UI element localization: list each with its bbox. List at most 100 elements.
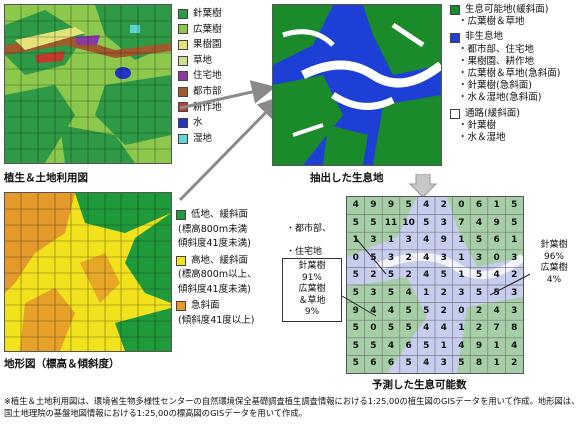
grid-cell-value: 1 <box>387 235 395 246</box>
grid-cell-value: 9 <box>387 200 395 210</box>
grid-cell-value: 5 <box>475 287 483 298</box>
grid-cell-value: 6 <box>493 235 500 246</box>
grid-cell-value: 4 <box>405 287 412 298</box>
legend-swatch <box>176 301 186 312</box>
vegetation-legend: 針葉樹 広葉樹 果樹園 草地 住宅地 都市部 耕作地水湿地 <box>178 6 222 146</box>
legend-swatch <box>178 71 188 82</box>
habitat-legend: 生息可能地(緩斜面) ・広葉樹＆草地 非生息地 ・都市部、住宅地 ・果樹園、耕作地 ・広葉… <box>450 4 560 144</box>
legend-label: 通路(緩斜面) <box>465 107 520 119</box>
grid-cell-value: 1 <box>458 270 465 281</box>
grid-cell-value: 5 <box>352 358 359 369</box>
legend-label: 水 <box>193 117 203 129</box>
grid-cell-value: 2 <box>511 270 518 281</box>
grid-cell-value: 5 <box>387 323 395 334</box>
legend-label: 耕作地 <box>193 101 222 113</box>
grid-cell-value: 3 <box>440 358 447 369</box>
grid-cell-value: 0 <box>352 252 359 263</box>
vegetation-caption: 植生＆土地利用図 <box>4 172 88 184</box>
grid-cell-value: 2 <box>440 305 447 316</box>
grid-cell-value: 5 <box>423 340 430 351</box>
grid-cell-value: 9 <box>493 217 500 228</box>
grid-cell-value: 5 <box>423 217 430 228</box>
legend-label: 非生息地 <box>465 31 504 43</box>
terrain-legend: 低地、緩斜面 (標高800m未満 傾斜度41度未満) 高地、緩斜面 (標高800m以上、… <box>176 208 257 328</box>
habitat-legend-sub-item: ・都市部、住宅地 <box>458 43 535 55</box>
legend-label: 広葉樹 <box>193 23 222 35</box>
terrain-map <box>4 192 172 352</box>
grid-cell-value: 5 <box>352 323 359 334</box>
grid-cell-value: 5 <box>352 217 359 228</box>
habitat-map-image <box>273 5 441 165</box>
prediction-map-image <box>347 197 523 373</box>
callout-conifer-right: 針葉樹 96% 広葉樹 4% <box>530 238 578 289</box>
prediction-caption: 予測した生息可能数 <box>372 379 467 391</box>
terrain-legend-item: 高地、緩斜面 <box>176 254 257 269</box>
legend-label: 低地、緩斜面 <box>191 209 249 220</box>
legend-swatch <box>450 5 460 16</box>
vegetation-map-image <box>5 5 171 163</box>
grid-cell-value: 1 <box>511 235 518 246</box>
vegetation-legend-item: 広葉樹 <box>178 22 222 38</box>
grid-cell-value: 3 <box>511 252 518 263</box>
grid-cell-value: 4 <box>423 270 430 281</box>
habitat-legend-sub-item: ・水＆湿地 <box>458 132 506 144</box>
grid-cell-value: 8 <box>475 358 483 369</box>
grid-cell-value: 5 <box>405 200 412 210</box>
grid-cell-value: 4 <box>511 340 518 351</box>
terrain-legend-item: 低地、緩斜面 <box>176 208 257 223</box>
grid-cell-value: 5 <box>458 358 465 369</box>
grid-cell-value: 4 <box>475 217 483 228</box>
vegetation-legend-item: 住宅地 <box>178 68 222 84</box>
legend-label: 果樹園 <box>193 39 222 51</box>
grid-cell-value: 6 <box>405 340 412 351</box>
vegetation-legend-item: 湿地 <box>178 131 222 147</box>
grid-cell-value: 5 <box>370 340 377 351</box>
habitat-legend-sub-item: ・広葉樹＆草地 <box>458 16 525 28</box>
grid-cell-value: 5 <box>475 235 483 246</box>
habitat-map <box>272 4 442 166</box>
grid-cell-value: 2 <box>370 270 377 281</box>
habitat-legend-sub-item: ・果樹園、耕作地 <box>458 55 535 67</box>
grid-cell-value: 4 <box>458 340 465 351</box>
legend-swatch <box>450 108 460 119</box>
grid-cell-value: 5 <box>352 270 359 281</box>
grid-cell-value: 4 <box>423 235 430 246</box>
grid-cell-value: 4 <box>387 305 395 316</box>
callout-urban-line-2: ・住宅地 <box>286 246 323 257</box>
legend-label: 急斜面 <box>191 300 220 311</box>
legend-label: 都市部 <box>193 85 222 97</box>
grid-cell-value: 9 <box>352 305 359 316</box>
grid-cell-value: 6 <box>387 358 395 369</box>
legend-swatch <box>176 255 186 266</box>
grid-cell-value: 3 <box>405 235 412 246</box>
prediction-grid: 4 9 9 5 4 2 0 6 1 5 5 5 11 10 5 3 7 4 9 5 1 3 1 3 4 9 1 5 6 1 0 5 3 2 4 3 1 3… <box>347 197 523 373</box>
grid-cell-value: 3 <box>370 287 377 298</box>
vegetation-legend-item: 水 <box>178 115 222 131</box>
grid-cell-value: 4 <box>423 323 430 334</box>
habitat-legend-passage: 通路(緩斜面) <box>450 108 560 120</box>
grid-cell-value: 4 <box>423 252 430 263</box>
vegetation-legend-item: 都市部 <box>178 84 222 100</box>
habitat-legend-sub-item: ・針葉樹 <box>458 119 497 131</box>
grid-cell-value: 3 <box>511 287 518 298</box>
flow-arrows <box>178 80 283 202</box>
grid-cell-value: 7 <box>493 323 500 334</box>
grid-cell-value: 9 <box>440 235 447 246</box>
arrow-terrain-to-habitat <box>178 95 283 202</box>
vegetation-map <box>4 4 172 164</box>
legend-label: 高地、緩斜面 <box>191 254 249 266</box>
grid-cell-value: 4 <box>370 305 377 316</box>
grid-cell-value: 3 <box>458 287 465 298</box>
grid-cell-value: 4 <box>387 340 395 351</box>
grid-cell-value: 5 <box>511 217 518 228</box>
legend-swatch <box>178 86 188 97</box>
grid-cell-value: 5 <box>352 340 359 351</box>
legend-swatch <box>178 117 188 128</box>
grid-cell-value: 1 <box>458 323 465 334</box>
grid-cell-value: 0 <box>458 305 465 316</box>
grid-cell-value: 10 <box>402 217 415 228</box>
legend-swatch <box>178 133 188 144</box>
callout-conifer-left: 針葉樹 91% 広葉樹 ＆草地 9% <box>282 258 342 322</box>
legend-label: 針葉樹 <box>193 8 222 19</box>
grid-cell-value: 2 <box>440 287 447 298</box>
